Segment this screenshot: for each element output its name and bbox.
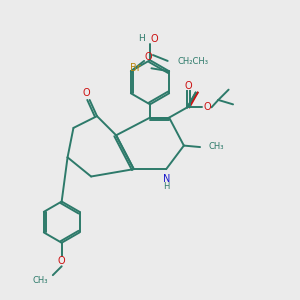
Text: CH₃: CH₃ [208,142,224,151]
Text: O: O [145,52,152,62]
Text: O: O [58,256,65,266]
Text: O: O [83,88,91,98]
Text: Br: Br [130,63,141,73]
Text: O: O [151,34,158,44]
Text: H: H [138,34,145,43]
Text: N: N [163,174,170,184]
Text: H: H [163,182,169,190]
Text: CH₂CH₃: CH₂CH₃ [178,57,209,66]
Text: CH₃: CH₃ [32,276,47,285]
Text: O: O [203,102,211,112]
Text: O: O [185,81,192,91]
